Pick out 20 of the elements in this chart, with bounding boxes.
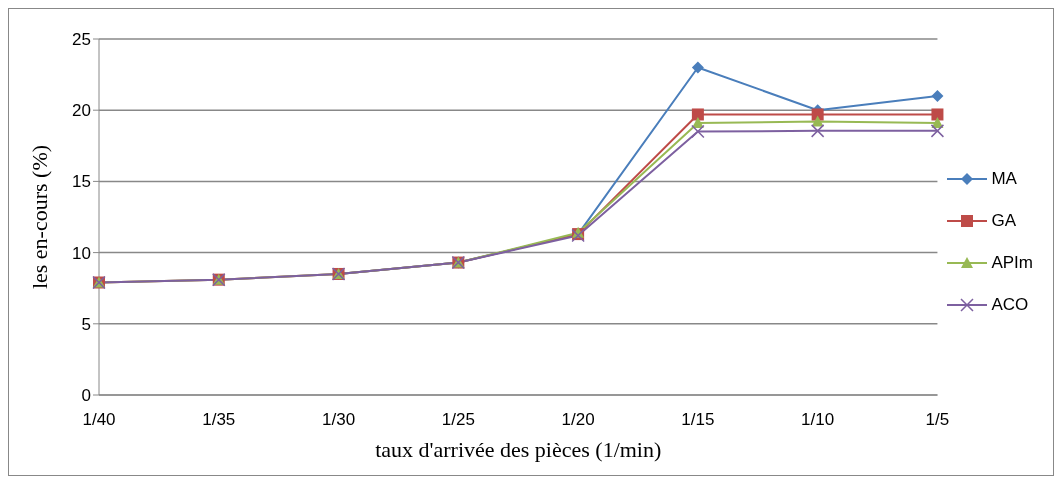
x-tick-label: 1/15 [681,410,715,430]
x-tick-label: 1/10 [801,410,835,430]
y-axis-title: les en-cours (%) [26,144,52,290]
legend-label: GA [991,211,1016,231]
y-tick-label: 25 [72,30,91,50]
legend-label: ACO [991,295,1029,315]
legend-label: MA [991,169,1017,189]
y-tick-label: 0 [81,386,91,406]
legend-label: APIm [991,253,1033,273]
x-tick-label: 1/30 [322,410,356,430]
y-tick-label: 10 [72,243,91,263]
x-tick-label: 1/20 [561,410,595,430]
x-tick-label: 1/25 [441,410,475,430]
y-tick-label: 5 [81,314,91,334]
x-tick-label: 1/40 [82,410,116,430]
y-tick-label: 15 [72,172,91,192]
x-tick-label: 1/35 [202,410,236,430]
y-tick-label: 20 [72,101,91,121]
x-tick-label: 1/5 [925,410,950,430]
x-axis-title: taux d'arrivée des pièces (1/min) [375,437,662,462]
